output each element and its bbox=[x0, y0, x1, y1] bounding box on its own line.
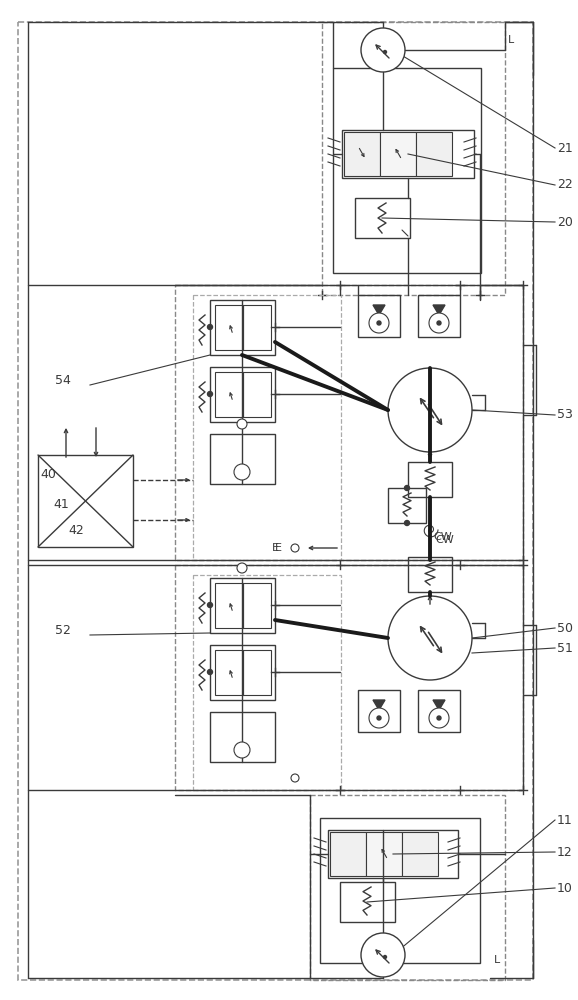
Text: L: L bbox=[494, 955, 500, 965]
Bar bbox=[38, 455, 133, 547]
Text: L: L bbox=[508, 35, 514, 45]
Circle shape bbox=[429, 313, 449, 333]
Bar bbox=[210, 578, 275, 633]
Circle shape bbox=[429, 708, 449, 728]
Bar bbox=[408, 557, 452, 592]
Bar bbox=[210, 367, 275, 422]
Bar bbox=[243, 372, 271, 417]
Bar bbox=[355, 198, 410, 238]
Polygon shape bbox=[433, 700, 445, 710]
Bar bbox=[215, 372, 243, 417]
Bar bbox=[344, 132, 380, 176]
Circle shape bbox=[388, 368, 472, 452]
Text: CW: CW bbox=[433, 532, 452, 542]
Polygon shape bbox=[373, 700, 385, 710]
Text: 21: 21 bbox=[557, 141, 573, 154]
Circle shape bbox=[383, 50, 387, 53]
Text: 52: 52 bbox=[55, 624, 71, 637]
Circle shape bbox=[234, 464, 250, 480]
Polygon shape bbox=[433, 305, 445, 315]
Circle shape bbox=[208, 324, 213, 330]
Circle shape bbox=[291, 544, 299, 552]
Circle shape bbox=[234, 742, 250, 758]
Bar bbox=[193, 575, 341, 790]
Circle shape bbox=[369, 313, 389, 333]
Text: 20: 20 bbox=[557, 216, 573, 229]
Bar bbox=[210, 645, 275, 700]
Bar bbox=[388, 488, 426, 523]
Text: 54: 54 bbox=[55, 373, 71, 386]
Circle shape bbox=[437, 716, 441, 720]
Text: CW: CW bbox=[435, 535, 454, 545]
Circle shape bbox=[377, 716, 381, 720]
Text: 50: 50 bbox=[557, 621, 573, 635]
Bar bbox=[215, 650, 243, 695]
Bar bbox=[322, 22, 505, 295]
Bar bbox=[175, 285, 523, 560]
Circle shape bbox=[237, 563, 247, 573]
Bar bbox=[418, 295, 460, 337]
Bar bbox=[408, 462, 452, 497]
Bar bbox=[358, 690, 400, 732]
Circle shape bbox=[237, 419, 247, 429]
Bar bbox=[18, 22, 533, 980]
Circle shape bbox=[208, 670, 213, 674]
Text: 53: 53 bbox=[557, 408, 573, 422]
Bar bbox=[210, 434, 275, 484]
Bar bbox=[210, 300, 275, 355]
Text: 10: 10 bbox=[557, 882, 573, 894]
Bar bbox=[193, 295, 341, 560]
Bar bbox=[328, 830, 458, 878]
Text: 51: 51 bbox=[557, 642, 573, 654]
Bar bbox=[358, 295, 400, 337]
Circle shape bbox=[208, 602, 213, 607]
Circle shape bbox=[208, 391, 213, 396]
Bar bbox=[366, 832, 402, 876]
Text: E: E bbox=[275, 543, 282, 553]
Text: 22: 22 bbox=[557, 178, 573, 192]
Polygon shape bbox=[373, 305, 385, 315]
Text: 41: 41 bbox=[53, 498, 69, 512]
Circle shape bbox=[361, 933, 405, 977]
Circle shape bbox=[377, 321, 381, 325]
Bar bbox=[310, 795, 505, 980]
Bar bbox=[215, 583, 243, 628]
Bar bbox=[340, 882, 395, 922]
Bar bbox=[243, 650, 271, 695]
Bar bbox=[320, 818, 480, 963]
Bar bbox=[342, 130, 474, 178]
Circle shape bbox=[437, 321, 441, 325]
Bar bbox=[418, 690, 460, 732]
Bar bbox=[210, 712, 275, 762]
Bar bbox=[416, 132, 452, 176]
Circle shape bbox=[388, 596, 472, 680]
Bar bbox=[380, 132, 416, 176]
Circle shape bbox=[361, 28, 405, 72]
Text: 42: 42 bbox=[68, 524, 84, 536]
Text: 12: 12 bbox=[557, 846, 573, 858]
Bar bbox=[243, 583, 271, 628]
Bar bbox=[243, 305, 271, 350]
Circle shape bbox=[383, 956, 387, 958]
Bar bbox=[333, 68, 481, 273]
Text: 40: 40 bbox=[40, 468, 56, 482]
Text: E: E bbox=[272, 543, 279, 553]
Bar bbox=[402, 832, 438, 876]
Circle shape bbox=[369, 708, 389, 728]
Circle shape bbox=[405, 520, 409, 526]
Circle shape bbox=[405, 486, 409, 490]
Text: 11: 11 bbox=[557, 814, 573, 826]
Circle shape bbox=[291, 774, 299, 782]
Bar bbox=[215, 305, 243, 350]
Bar bbox=[330, 832, 366, 876]
Bar bbox=[175, 565, 523, 790]
